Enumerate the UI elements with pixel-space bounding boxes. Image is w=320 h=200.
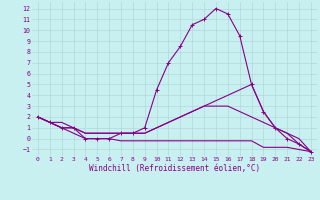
X-axis label: Windchill (Refroidissement éolien,°C): Windchill (Refroidissement éolien,°C) (89, 164, 260, 173)
